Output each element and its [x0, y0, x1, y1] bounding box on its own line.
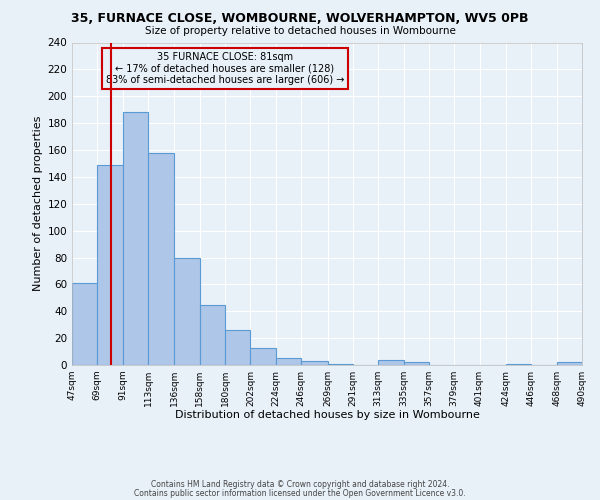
Text: 35 FURNACE CLOSE: 81sqm
← 17% of detached houses are smaller (128)
83% of semi-d: 35 FURNACE CLOSE: 81sqm ← 17% of detache… — [106, 52, 344, 86]
Text: Contains HM Land Registry data © Crown copyright and database right 2024.: Contains HM Land Registry data © Crown c… — [151, 480, 449, 489]
Bar — [557, 362, 582, 365]
Y-axis label: Number of detached properties: Number of detached properties — [33, 116, 43, 292]
Bar — [276, 358, 301, 365]
Bar — [175, 258, 200, 365]
Bar — [72, 283, 97, 365]
Bar — [250, 348, 276, 365]
Bar — [506, 364, 532, 365]
Bar — [378, 360, 404, 365]
Text: 35, FURNACE CLOSE, WOMBOURNE, WOLVERHAMPTON, WV5 0PB: 35, FURNACE CLOSE, WOMBOURNE, WOLVERHAMP… — [71, 12, 529, 26]
Bar — [148, 152, 175, 365]
Bar — [301, 361, 328, 365]
Text: Size of property relative to detached houses in Wombourne: Size of property relative to detached ho… — [145, 26, 455, 36]
Bar — [225, 330, 250, 365]
Text: Contains public sector information licensed under the Open Government Licence v3: Contains public sector information licen… — [134, 489, 466, 498]
Bar — [122, 112, 148, 365]
Bar — [404, 362, 429, 365]
Bar — [97, 165, 122, 365]
Bar — [200, 304, 225, 365]
X-axis label: Distribution of detached houses by size in Wombourne: Distribution of detached houses by size … — [175, 410, 479, 420]
Bar — [328, 364, 353, 365]
